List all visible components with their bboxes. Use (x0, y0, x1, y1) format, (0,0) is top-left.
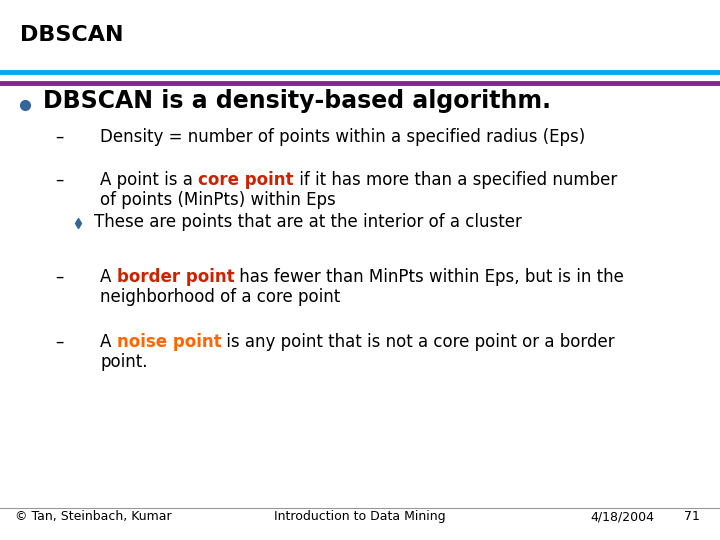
Text: –: – (55, 128, 63, 146)
Text: –: – (55, 171, 63, 189)
Text: © Tan, Steinbach, Kumar: © Tan, Steinbach, Kumar (15, 510, 171, 523)
Text: of points (MinPts) within Eps: of points (MinPts) within Eps (100, 191, 336, 209)
Text: is any point that is not a core point or a border: is any point that is not a core point or… (221, 333, 615, 351)
Text: DBSCAN: DBSCAN (20, 25, 124, 45)
Text: A: A (100, 333, 117, 351)
Text: A: A (100, 268, 117, 286)
Text: These are points that are at the interior of a cluster: These are points that are at the interio… (94, 213, 522, 231)
Text: Density = number of points within a specified radius (Eps): Density = number of points within a spec… (100, 128, 585, 146)
Text: DBSCAN is a density-based algorithm.: DBSCAN is a density-based algorithm. (43, 89, 551, 113)
Text: point.: point. (100, 353, 148, 371)
Text: –: – (55, 268, 63, 286)
Text: –: – (55, 333, 63, 351)
Text: has fewer than MinPts within Eps, but is in the: has fewer than MinPts within Eps, but is… (234, 268, 624, 286)
Text: if it has more than a specified number: if it has more than a specified number (294, 171, 617, 189)
Text: noise point: noise point (117, 333, 221, 351)
Text: border point: border point (117, 268, 234, 286)
Text: neighborhood of a core point: neighborhood of a core point (100, 288, 341, 306)
Text: 71: 71 (684, 510, 700, 523)
Text: Introduction to Data Mining: Introduction to Data Mining (274, 510, 446, 523)
Text: 4/18/2004: 4/18/2004 (590, 510, 654, 523)
Text: A point is a: A point is a (100, 171, 198, 189)
Text: core point: core point (198, 171, 294, 189)
